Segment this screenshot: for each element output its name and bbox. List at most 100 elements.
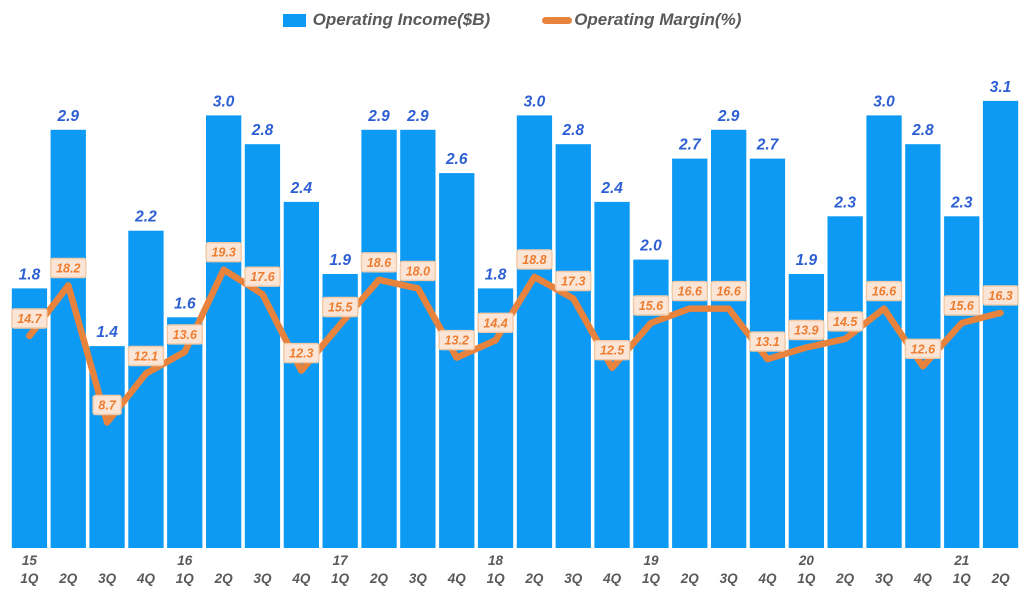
- x-axis-quarter-label: 2Q: [835, 571, 855, 586]
- margin-value-label: 13.9: [794, 324, 818, 338]
- bar: [400, 129, 436, 549]
- margin-value-label: 16.6: [716, 285, 741, 299]
- bar-value-label: 2.8: [251, 122, 274, 139]
- x-axis-quarter-label: 1Q: [176, 571, 195, 586]
- margin-value-label: 12.6: [911, 342, 936, 356]
- margin-label-box: [904, 338, 942, 359]
- x-axis-quarter-label: 3Q: [409, 571, 428, 586]
- margin-label-box: [438, 329, 475, 351]
- x-axis-quarter-label: 1Q: [20, 571, 39, 586]
- margin-value-label: 14.5: [833, 315, 858, 329]
- x-axis-quarter-label: 2Q: [524, 571, 544, 586]
- margin-label-box: [127, 345, 165, 367]
- margin-label-box: [555, 270, 592, 292]
- x-axis-quarter-label: 4Q: [757, 571, 777, 586]
- margin-label-box: [166, 324, 204, 345]
- bar-value-label: 2.4: [600, 180, 623, 197]
- bar-value-label: 3.0: [873, 93, 895, 110]
- bar: [711, 129, 747, 549]
- x-axis-quarter-label: 2Q: [369, 571, 389, 586]
- x-axis-year-label: 17: [333, 553, 350, 568]
- x-axis-quarter-label: 4Q: [291, 571, 311, 586]
- bar: [594, 201, 630, 548]
- bar: [206, 115, 242, 549]
- x-axis-quarter-label: 1Q: [331, 571, 350, 586]
- legend-item-operating-income: Operating Income($B): [282, 10, 490, 30]
- margin-value-label: 13.1: [755, 335, 779, 349]
- legend-label-operating-margin: Operating Margin(%): [574, 10, 742, 29]
- x-axis-quarter-label: 4Q: [447, 571, 467, 586]
- margin-label-box: [710, 280, 747, 302]
- margin-value-label: 8.7: [98, 399, 116, 413]
- bar: [516, 115, 553, 549]
- bar-value-label: 1.8: [19, 266, 41, 283]
- bar-value-label: 2.9: [56, 108, 79, 125]
- bar-value-label: 1.9: [329, 252, 351, 269]
- margin-value-label: 18.2: [56, 262, 80, 276]
- margin-label-box: [477, 312, 514, 333]
- margin-value-label: 15.6: [950, 299, 975, 313]
- x-axis-quarter-label: 2Q: [214, 571, 234, 586]
- bar-value-label: 2.8: [911, 122, 934, 139]
- margin-value-label: 12.3: [289, 347, 313, 361]
- margin-value-label: 18.0: [406, 264, 430, 278]
- bar: [555, 144, 591, 548]
- margin-label-box: [360, 252, 398, 273]
- margin-value-label: 18.6: [367, 256, 392, 270]
- margin-label-box: [865, 280, 903, 302]
- x-axis-quarter-label: 1Q: [953, 571, 972, 586]
- margin-label-box: [283, 342, 320, 364]
- bar-value-label: 1.9: [796, 252, 818, 269]
- margin-value-label: 17.3: [561, 275, 585, 289]
- x-axis-year-label: 16: [177, 553, 193, 568]
- x-axis-quarter-label: 3Q: [720, 571, 739, 586]
- bar-value-label: 2.3: [833, 194, 856, 211]
- x-axis-quarter-label: 2Q: [680, 571, 700, 586]
- margin-value-label: 16.6: [872, 285, 897, 299]
- bar: [982, 100, 1019, 549]
- bar-value-label: 2.3: [950, 194, 973, 211]
- x-axis-quarter-label: 2Q: [991, 571, 1011, 586]
- bar-value-label: 2.8: [561, 122, 584, 139]
- margin-label-box: [205, 241, 242, 263]
- margin-label-box: [671, 280, 708, 302]
- margin-label-box: [593, 340, 631, 361]
- x-axis-quarter-label: 4Q: [602, 571, 622, 586]
- bar: [827, 216, 863, 549]
- legend-item-operating-margin: Operating Margin(%): [542, 10, 741, 30]
- x-axis-year-label: 15: [22, 553, 38, 568]
- bar-value-label: 3.0: [213, 93, 235, 110]
- x-axis-quarter-label: 3Q: [98, 571, 117, 586]
- bar: [944, 216, 980, 549]
- bar: [788, 274, 824, 548]
- margin-label-box: [50, 257, 87, 279]
- margin-label-box: [516, 249, 553, 270]
- margin-label-box: [92, 394, 122, 416]
- line-series-swatch-icon: [542, 16, 573, 24]
- margin-label-box: [827, 311, 864, 332]
- x-axis-quarter-label: 1Q: [642, 571, 661, 586]
- bar-value-label: 2.4: [290, 180, 313, 197]
- margin-value-label: 19.3: [211, 246, 235, 260]
- margin-value-label: 12.1: [134, 350, 158, 364]
- bar-value-label: 2.9: [367, 108, 390, 125]
- margin-label-box: [632, 295, 670, 316]
- bar: [244, 144, 281, 548]
- bar-series-swatch-icon: [282, 13, 306, 27]
- margin-label-box: [399, 260, 437, 282]
- x-axis-quarter-label: 3Q: [875, 571, 894, 586]
- bar-value-label: 2.9: [717, 108, 740, 125]
- bar-value-label: 2.0: [639, 238, 662, 255]
- margin-label-box: [749, 331, 786, 352]
- bar-value-label: 2.2: [134, 209, 157, 226]
- bar-value-label: 2.6: [445, 151, 468, 168]
- margin-value-label: 16.3: [988, 289, 1012, 303]
- margin-value-label: 13.6: [173, 328, 198, 342]
- bar-value-label: 2.9: [406, 108, 429, 125]
- x-axis-year-label: 19: [643, 553, 659, 568]
- bar-value-label: 3.0: [524, 93, 546, 110]
- x-axis-quarter-label: 4Q: [913, 571, 933, 586]
- bar-value-label: 1.6: [174, 295, 196, 312]
